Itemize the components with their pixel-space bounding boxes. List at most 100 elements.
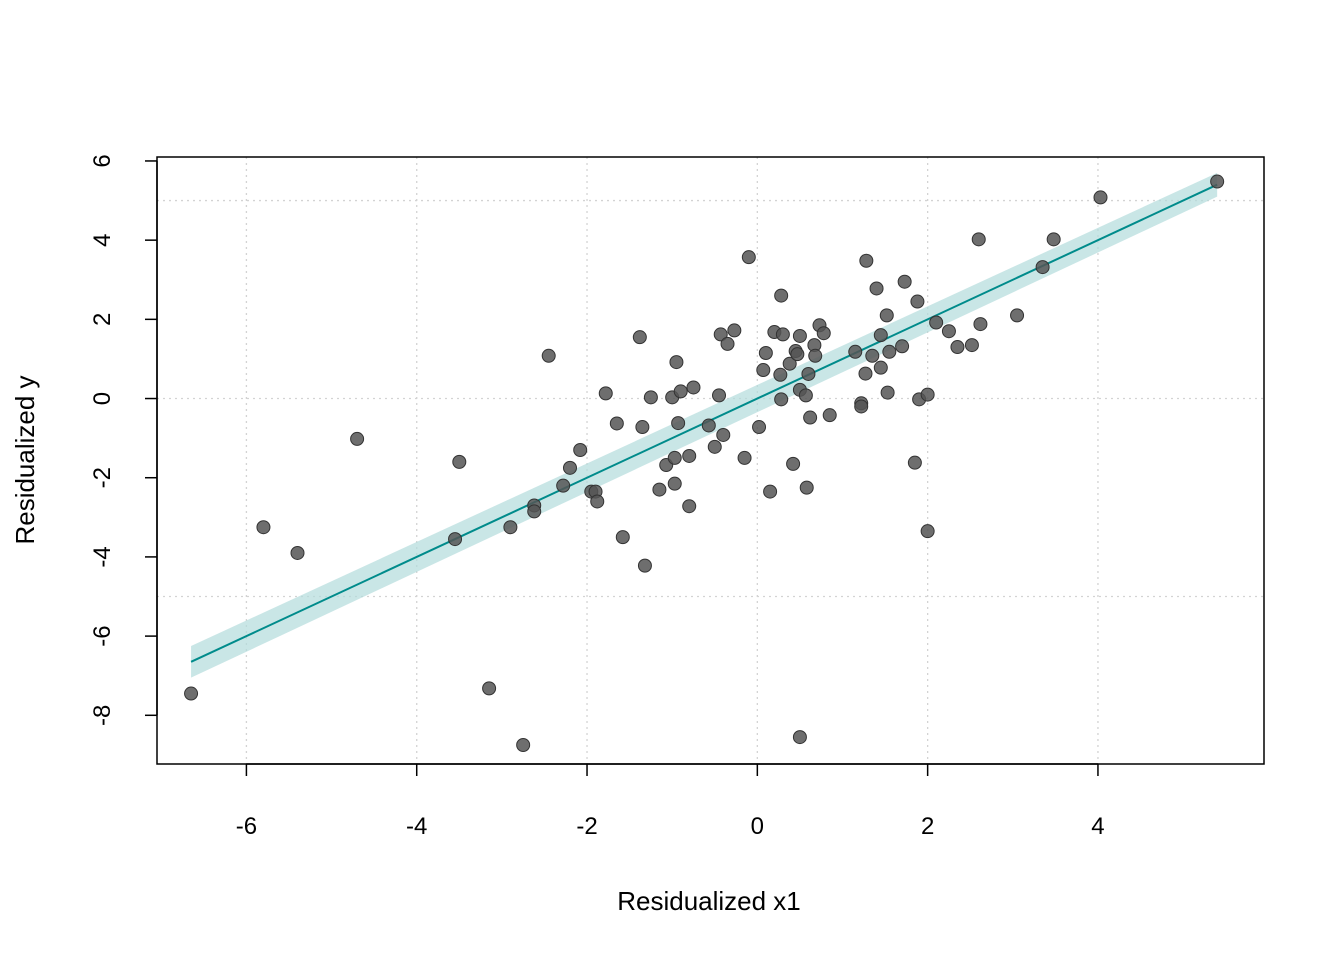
data-point xyxy=(816,326,831,341)
data-point xyxy=(880,385,895,400)
data-point xyxy=(1093,190,1108,205)
data-point xyxy=(1210,174,1225,189)
y-tick-label: 2 xyxy=(89,313,116,326)
data-point xyxy=(774,288,789,303)
data-point xyxy=(803,410,818,425)
data-point xyxy=(562,460,577,475)
data-point xyxy=(556,478,571,493)
data-point xyxy=(637,558,652,573)
data-point xyxy=(920,524,935,539)
data-point xyxy=(798,388,813,403)
x-tick-label: -4 xyxy=(406,813,427,840)
data-point xyxy=(907,455,922,470)
data-point xyxy=(667,476,682,491)
data-point xyxy=(910,294,925,309)
data-point xyxy=(741,250,756,265)
y-tick-label: 6 xyxy=(89,154,116,167)
data-point xyxy=(727,323,742,338)
data-point xyxy=(752,420,767,435)
x-axis-title: Residualized x1 xyxy=(617,886,801,916)
data-point xyxy=(609,416,624,431)
data-point xyxy=(848,344,863,359)
y-tick-label: -2 xyxy=(89,467,116,488)
x-tick-label: 0 xyxy=(751,813,764,840)
data-point xyxy=(184,686,199,701)
data-point xyxy=(527,504,542,519)
data-point xyxy=(1035,260,1050,275)
data-point xyxy=(516,737,531,752)
y-tick-label: -4 xyxy=(89,546,116,567)
data-point xyxy=(929,315,944,330)
data-point xyxy=(737,450,752,465)
data-point xyxy=(256,520,271,535)
data-point xyxy=(950,340,965,355)
data-point xyxy=(873,360,888,375)
data-point xyxy=(632,330,647,345)
data-point xyxy=(879,308,894,323)
data-point xyxy=(786,456,801,471)
data-point xyxy=(682,499,697,514)
data-point xyxy=(895,339,910,354)
data-point xyxy=(667,450,682,465)
data-point xyxy=(775,327,790,342)
data-point xyxy=(573,443,588,458)
data-point xyxy=(671,416,686,431)
data-point xyxy=(652,482,667,497)
data-point xyxy=(971,232,986,247)
data-point xyxy=(964,338,979,353)
y-tick-label: 0 xyxy=(89,392,116,405)
data-point xyxy=(865,348,880,363)
data-point xyxy=(669,355,684,370)
data-point xyxy=(712,388,727,403)
data-point xyxy=(941,324,956,339)
data-point xyxy=(686,380,701,395)
x-axis: -6 -4 -2 0 2 4 xyxy=(236,763,1105,840)
y-axis: 6 4 2 0 -2 -4 -6 -8 xyxy=(89,154,158,726)
data-point xyxy=(707,439,722,454)
y-axis-title: Residualized y xyxy=(10,375,40,544)
data-point xyxy=(290,545,305,560)
data-point xyxy=(541,348,556,363)
data-point xyxy=(615,530,630,545)
data-point xyxy=(858,366,873,381)
data-point xyxy=(854,399,869,414)
data-point xyxy=(643,390,658,405)
data-point xyxy=(790,347,805,362)
data-point xyxy=(350,431,365,446)
data-point xyxy=(756,363,771,378)
data-point xyxy=(799,480,814,495)
data-point xyxy=(452,454,467,469)
y-tick-label: 4 xyxy=(89,233,116,246)
data-point xyxy=(882,344,897,359)
data-point xyxy=(792,328,807,343)
data-point xyxy=(1046,232,1061,247)
data-point xyxy=(897,274,912,289)
x-tick-label: 4 xyxy=(1091,813,1104,840)
data-point xyxy=(598,386,613,401)
data-point xyxy=(590,494,605,509)
points-layer xyxy=(184,174,1225,752)
data-point xyxy=(716,427,731,442)
x-tick-label: -2 xyxy=(576,813,597,840)
data-point xyxy=(635,420,650,435)
data-point xyxy=(873,328,888,343)
data-point xyxy=(482,681,497,696)
data-point xyxy=(763,484,778,499)
data-point xyxy=(503,520,518,535)
data-point xyxy=(673,384,688,399)
data-point xyxy=(973,317,988,332)
data-point xyxy=(782,356,797,371)
data-point xyxy=(792,730,807,745)
data-point xyxy=(822,408,837,423)
data-point xyxy=(758,345,773,360)
grid xyxy=(157,157,1264,764)
x-tick-label: 2 xyxy=(921,813,934,840)
data-point xyxy=(920,387,935,402)
data-point xyxy=(701,418,716,433)
data-point xyxy=(448,532,463,547)
y-tick-label: -8 xyxy=(89,705,116,726)
x-tick-label: -6 xyxy=(236,813,257,840)
y-tick-label: -6 xyxy=(89,625,116,646)
data-point xyxy=(801,366,816,381)
